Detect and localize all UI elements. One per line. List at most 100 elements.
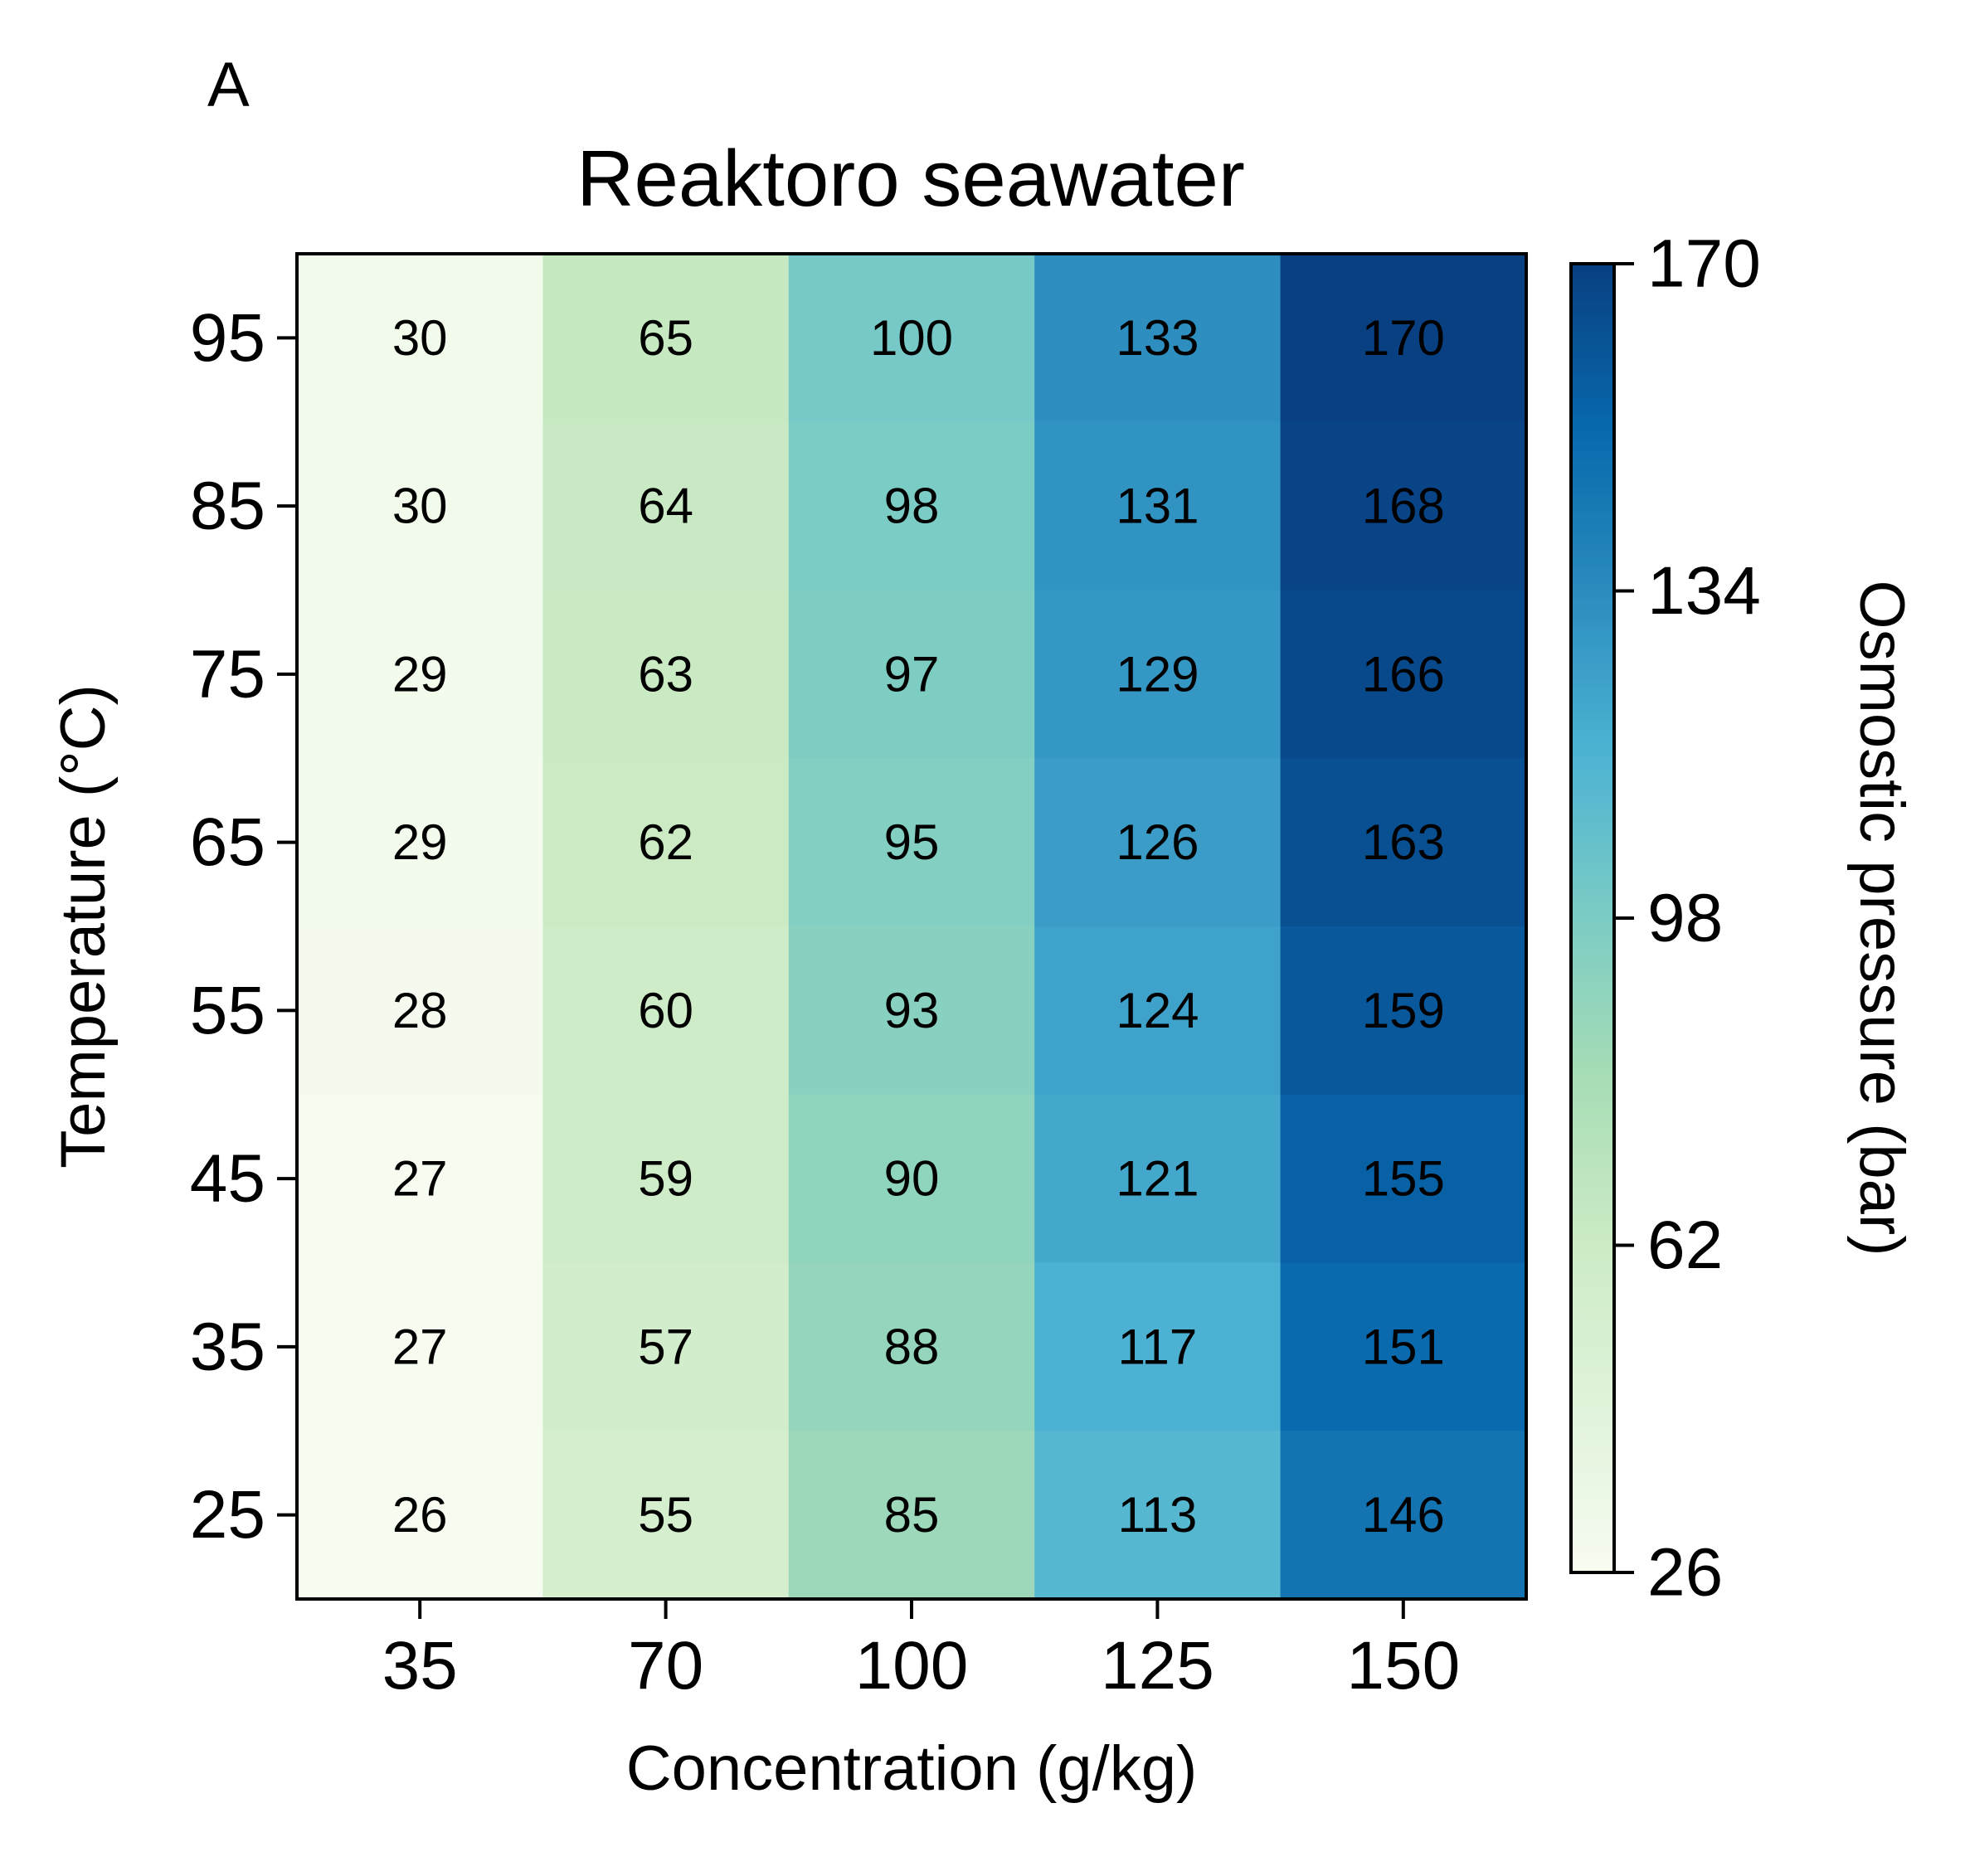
y-tick-label: 95 (190, 300, 265, 376)
cell-value-label: 60 (638, 983, 693, 1038)
y-tick-label: 35 (190, 1309, 265, 1384)
heatmap-cells (297, 254, 1527, 1600)
cell-value-label: 88 (884, 1319, 940, 1374)
heatmap-cell (297, 421, 543, 591)
cell-value-label: 100 (870, 310, 953, 366)
colorbar-axis: 26 62 98 134 170 (1614, 226, 1761, 1611)
cell-value-label: 93 (884, 983, 940, 1038)
heatmap-cell (542, 421, 790, 591)
heatmap-cell (1034, 590, 1282, 759)
cell-labels: 30 65 100 133 170 30 64 98 131 168 29 63 97 129 166 29 6… (392, 310, 1445, 1543)
heatmap-cell (297, 1431, 543, 1600)
colorbar-label: Osmostic pressure (bar) (1846, 580, 1917, 1256)
heatmap-cell (297, 590, 543, 759)
cell-value-label: 170 (1362, 310, 1445, 366)
heatmap-cell (297, 758, 543, 927)
heatmap-cell (542, 758, 790, 927)
cell-value-label: 85 (884, 1487, 940, 1543)
heatmap-cell (1034, 1262, 1282, 1431)
x-tick-label: 150 (1346, 1628, 1460, 1703)
heatmap-cell (788, 926, 1035, 1096)
cell-value-label: 29 (392, 646, 448, 702)
y-tick-label: 65 (190, 804, 265, 880)
colorbar-tick-label: 134 (1647, 553, 1761, 629)
cell-value-label: 90 (884, 1151, 940, 1207)
heatmap-cell (1280, 1431, 1527, 1600)
cell-value-label: 26 (392, 1487, 448, 1543)
heatmap-cell (297, 1262, 543, 1431)
heatmap-cell (1280, 254, 1527, 423)
cell-value-label: 146 (1362, 1487, 1445, 1543)
cell-value-label: 59 (638, 1151, 693, 1207)
cell-value-label: 168 (1362, 479, 1445, 534)
heatmap-cell (788, 1262, 1035, 1431)
heatmap-cell (1280, 758, 1527, 927)
cell-value-label: 29 (392, 814, 448, 870)
heatmap-cell (1034, 926, 1282, 1096)
heatmap-cell (542, 254, 790, 423)
cell-value-label: 121 (1116, 1151, 1199, 1207)
cell-value-label: 28 (392, 983, 448, 1038)
colorbar-tick-label: 170 (1647, 226, 1761, 302)
x-tick-label: 100 (855, 1628, 969, 1703)
x-axis: 35 70 100 125 150 (382, 1599, 1460, 1703)
colorbar-tick-label: 26 (1647, 1535, 1723, 1611)
heatmap-cell (1280, 421, 1527, 591)
cell-value-label: 117 (1118, 1319, 1198, 1374)
cell-value-label: 27 (392, 1319, 448, 1374)
heatmap-cell (542, 1431, 790, 1600)
heatmap-cell (1034, 758, 1282, 927)
x-axis-label: Concentration (g/kg) (626, 1733, 1198, 1804)
cell-value-label: 30 (392, 310, 448, 366)
cell-value-label: 30 (392, 479, 448, 534)
y-axis: 95 85 75 65 55 45 35 25 (190, 300, 297, 1553)
cell-value-label: 95 (884, 814, 940, 870)
y-axis-label: Temperature (°C) (48, 684, 119, 1169)
heatmap-cell (788, 758, 1035, 927)
heatmap-cell (1034, 421, 1282, 591)
colorbar-tick-label: 98 (1647, 881, 1723, 956)
heatmap-cell (1280, 926, 1527, 1096)
cell-value-label: 166 (1362, 646, 1445, 702)
heatmap-cell (297, 1094, 543, 1264)
heatmap-cell (1034, 1431, 1282, 1600)
cell-value-label: 159 (1362, 983, 1445, 1038)
cell-value-label: 126 (1116, 814, 1199, 870)
heatmap-cell (1034, 254, 1282, 423)
cell-value-label: 63 (638, 646, 693, 702)
cell-value-label: 65 (638, 310, 693, 366)
cell-value-label: 55 (638, 1487, 693, 1543)
x-tick-label: 125 (1101, 1628, 1214, 1703)
heatmap-cell (1034, 1094, 1282, 1264)
cell-value-label: 133 (1116, 310, 1199, 366)
heatmap-cell (788, 1431, 1035, 1600)
cell-value-label: 98 (884, 479, 940, 534)
cell-value-label: 64 (638, 479, 693, 534)
heatmap-cell (297, 254, 543, 423)
cell-value-label: 97 (884, 646, 940, 702)
y-tick-label: 45 (190, 1141, 265, 1217)
heatmap-cell (788, 254, 1035, 423)
heatmap-cell (788, 421, 1035, 591)
heatmap-cell (542, 926, 790, 1096)
colorbar-tick-label: 62 (1647, 1208, 1723, 1283)
cell-value-label: 62 (638, 814, 693, 870)
y-tick-label: 25 (190, 1477, 265, 1553)
y-tick-label: 75 (190, 636, 265, 712)
cell-value-label: 124 (1116, 983, 1199, 1038)
cell-value-label: 151 (1362, 1319, 1445, 1374)
heatmap-cell (1280, 590, 1527, 759)
heatmap-cell (297, 926, 543, 1096)
x-tick-label: 70 (628, 1628, 703, 1703)
cell-value-label: 163 (1362, 814, 1445, 870)
panel-letter: A (207, 50, 250, 120)
cell-value-label: 57 (638, 1319, 693, 1374)
cell-value-label: 131 (1116, 479, 1199, 534)
chart-title: Reaktoro seawater (576, 134, 1245, 223)
heatmap-cell (542, 1094, 790, 1264)
heatmap-cell (788, 590, 1035, 759)
heatmap-cell (788, 1094, 1035, 1264)
x-tick-label: 35 (382, 1628, 458, 1703)
heatmap-cell (542, 1262, 790, 1431)
